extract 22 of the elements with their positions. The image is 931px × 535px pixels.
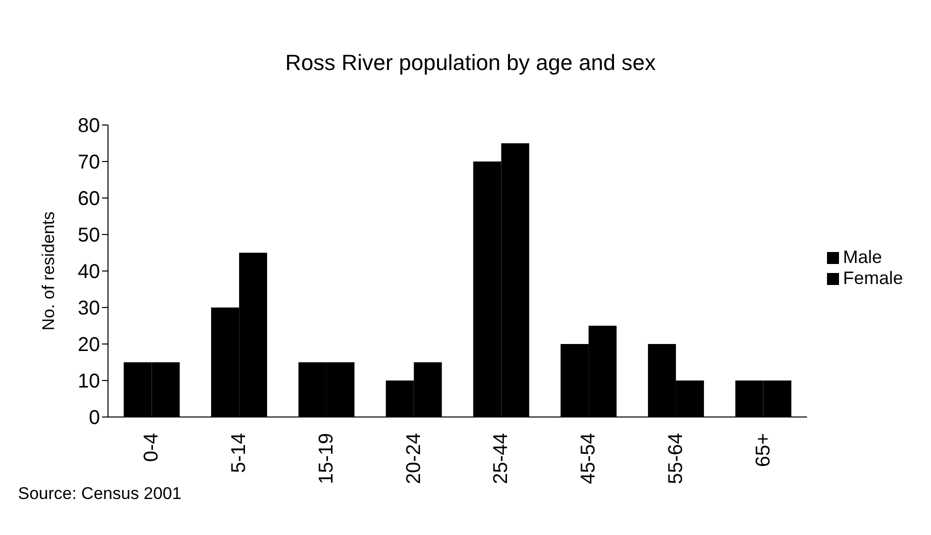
y-tick-label: 60 xyxy=(78,188,100,210)
x-tick-label: 15-19 xyxy=(315,433,338,484)
y-tick-label: 20 xyxy=(78,334,100,356)
y-tick-label: 30 xyxy=(78,298,100,320)
x-tick-label: 5-14 xyxy=(228,433,250,474)
x-tick-label: 55-64 xyxy=(664,433,687,484)
x-tick-label: 20-24 xyxy=(402,433,425,484)
y-tick-label: 10 xyxy=(78,370,100,393)
y-tick-label: 70 xyxy=(78,152,100,174)
y-axis-title: No. of residents xyxy=(39,211,58,331)
legend-label: Female xyxy=(842,268,903,288)
legend-label: Male xyxy=(842,246,882,266)
y-tick-label: 40 xyxy=(78,261,100,284)
x-tick-label: 45-54 xyxy=(578,433,600,484)
y-tick-label: 50 xyxy=(78,224,100,247)
x-tick-label: 0-4 xyxy=(140,433,163,462)
y-tick-label: 0 xyxy=(88,407,100,430)
x-tick-label: 65+ xyxy=(752,433,774,467)
chart-title: Ross River population by age and sex xyxy=(284,50,657,76)
x-tick-label: 25-44 xyxy=(490,433,512,484)
y-tick-label: 80 xyxy=(78,115,100,138)
source-note: Source: Census 2001 xyxy=(18,484,182,504)
